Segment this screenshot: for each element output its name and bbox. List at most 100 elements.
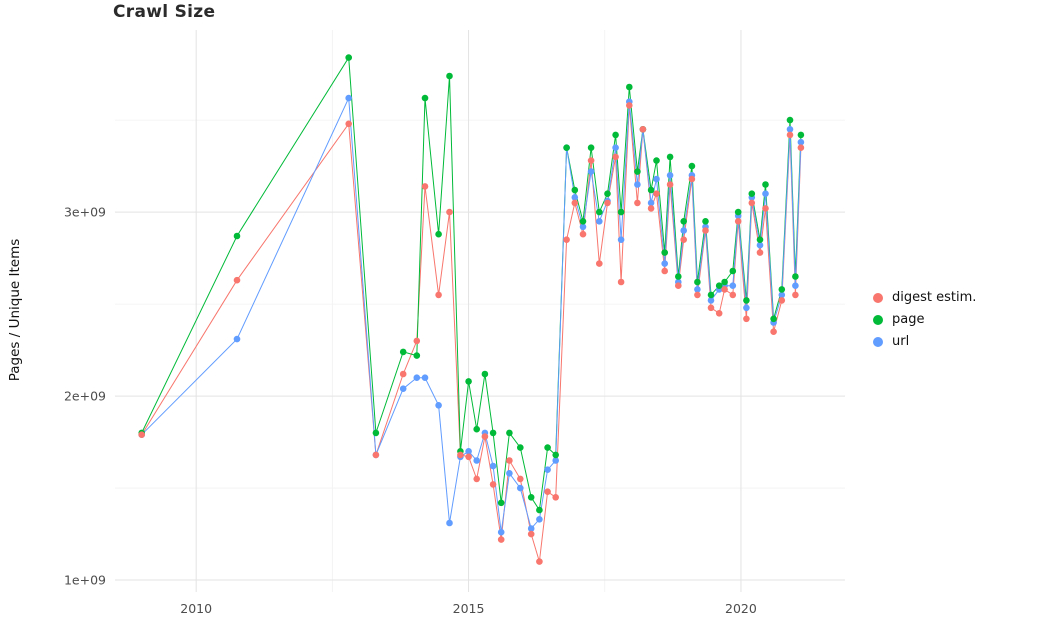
data-point-digest [734,218,742,225]
data-point-page [536,506,543,514]
data-point-digest [506,457,513,464]
data-point-digest [797,144,805,151]
data-point-digest [792,291,799,299]
data-point-url [666,172,674,179]
chart-title: Crawl Size [113,2,216,22]
data-point-url [421,374,429,382]
data-point-digest [596,260,603,267]
data-point-url [435,402,442,409]
data-point-page [489,429,497,437]
data-point-page [666,153,674,161]
data-point-digest [729,291,737,299]
data-point-digest [587,157,595,164]
legend-label-digest: digest estim. [892,290,977,305]
data-point-page [473,425,481,433]
legend-label-url: url [892,334,910,349]
data-point-page [481,370,489,378]
data-point-page [345,54,353,61]
data-point-url [743,304,750,312]
data-point-page [544,444,551,451]
data-point-page [786,116,794,124]
data-point-page [675,273,682,280]
data-point-digest [345,120,353,128]
data-point-url [661,260,668,267]
data-point-page [465,378,472,385]
data-point-digest [571,199,579,207]
data-point-digest [473,475,481,483]
data-point-digest [634,199,641,207]
data-point-digest [721,286,728,293]
data-point-page [497,499,505,507]
series-line-page [141,56,802,512]
data-point-digest [544,488,551,496]
data-point-url [506,470,513,477]
legend-item-page: page [873,311,976,328]
data-point-page [413,352,421,359]
data-point-digest [579,230,587,238]
data-point-page [587,144,595,151]
data-point-page [734,208,742,216]
data-point-page [756,236,764,243]
y-tick-label: 2e+09 [64,389,106,404]
data-point-url [536,516,543,523]
data-point-digest [661,267,668,275]
data-point-url [497,528,505,536]
data-point-url [527,525,535,532]
data-point-digest [639,126,647,133]
data-point-digest [666,181,674,188]
data-point-digest [743,315,750,323]
data-point-page [743,297,750,304]
data-point-url [587,168,595,175]
data-point-page [715,282,723,290]
data-point-page [729,267,737,275]
data-point-page [702,218,709,225]
data-point-page [661,249,668,256]
legend: digest estim. page url [873,289,976,355]
x-tick-label: 2015 [453,601,485,616]
data-point-url [399,385,407,393]
data-point-url [647,199,655,207]
data-point-url [786,126,794,133]
data-point-page [748,190,756,197]
data-point-url [473,457,481,464]
data-point-page [653,157,660,164]
legend-item-digest: digest estim. [873,289,976,306]
data-point-url [596,218,603,225]
data-point-page [778,286,786,293]
data-point-url [762,190,769,197]
data-point-url [517,484,524,492]
data-point-url [612,144,619,151]
data-point-digest [446,208,453,216]
data-point-page [446,72,453,80]
data-point-url [653,175,660,183]
data-point-page [770,315,777,323]
data-point-url [680,227,687,234]
legend-item-url: url [873,333,976,350]
data-point-digest [413,337,421,345]
data-point-url [413,374,421,382]
data-point-digest [756,249,764,256]
series-line-digest [141,105,802,562]
data-point-url [552,457,559,464]
data-point-url [778,291,786,299]
data-point-page [647,186,655,194]
data-point-digest [465,453,472,461]
data-point-digest [770,328,777,336]
x-tick-label: 2010 [180,601,212,616]
data-point-page [688,162,696,170]
data-point-digest [647,205,655,212]
data-point-digest [604,199,611,207]
data-point-page [792,273,799,280]
data-point-page [579,218,587,225]
y-axis-label: Pages / Unique Items [7,238,23,382]
data-point-page [617,208,625,216]
data-point-digest [707,304,715,312]
data-point-page [680,218,687,225]
data-point-digest [536,558,543,565]
y-tick-label: 1e+09 [64,573,106,588]
data-point-digest [694,291,701,299]
data-point-digest [233,276,241,284]
data-point-page [435,230,442,238]
data-point-digest [715,310,723,317]
